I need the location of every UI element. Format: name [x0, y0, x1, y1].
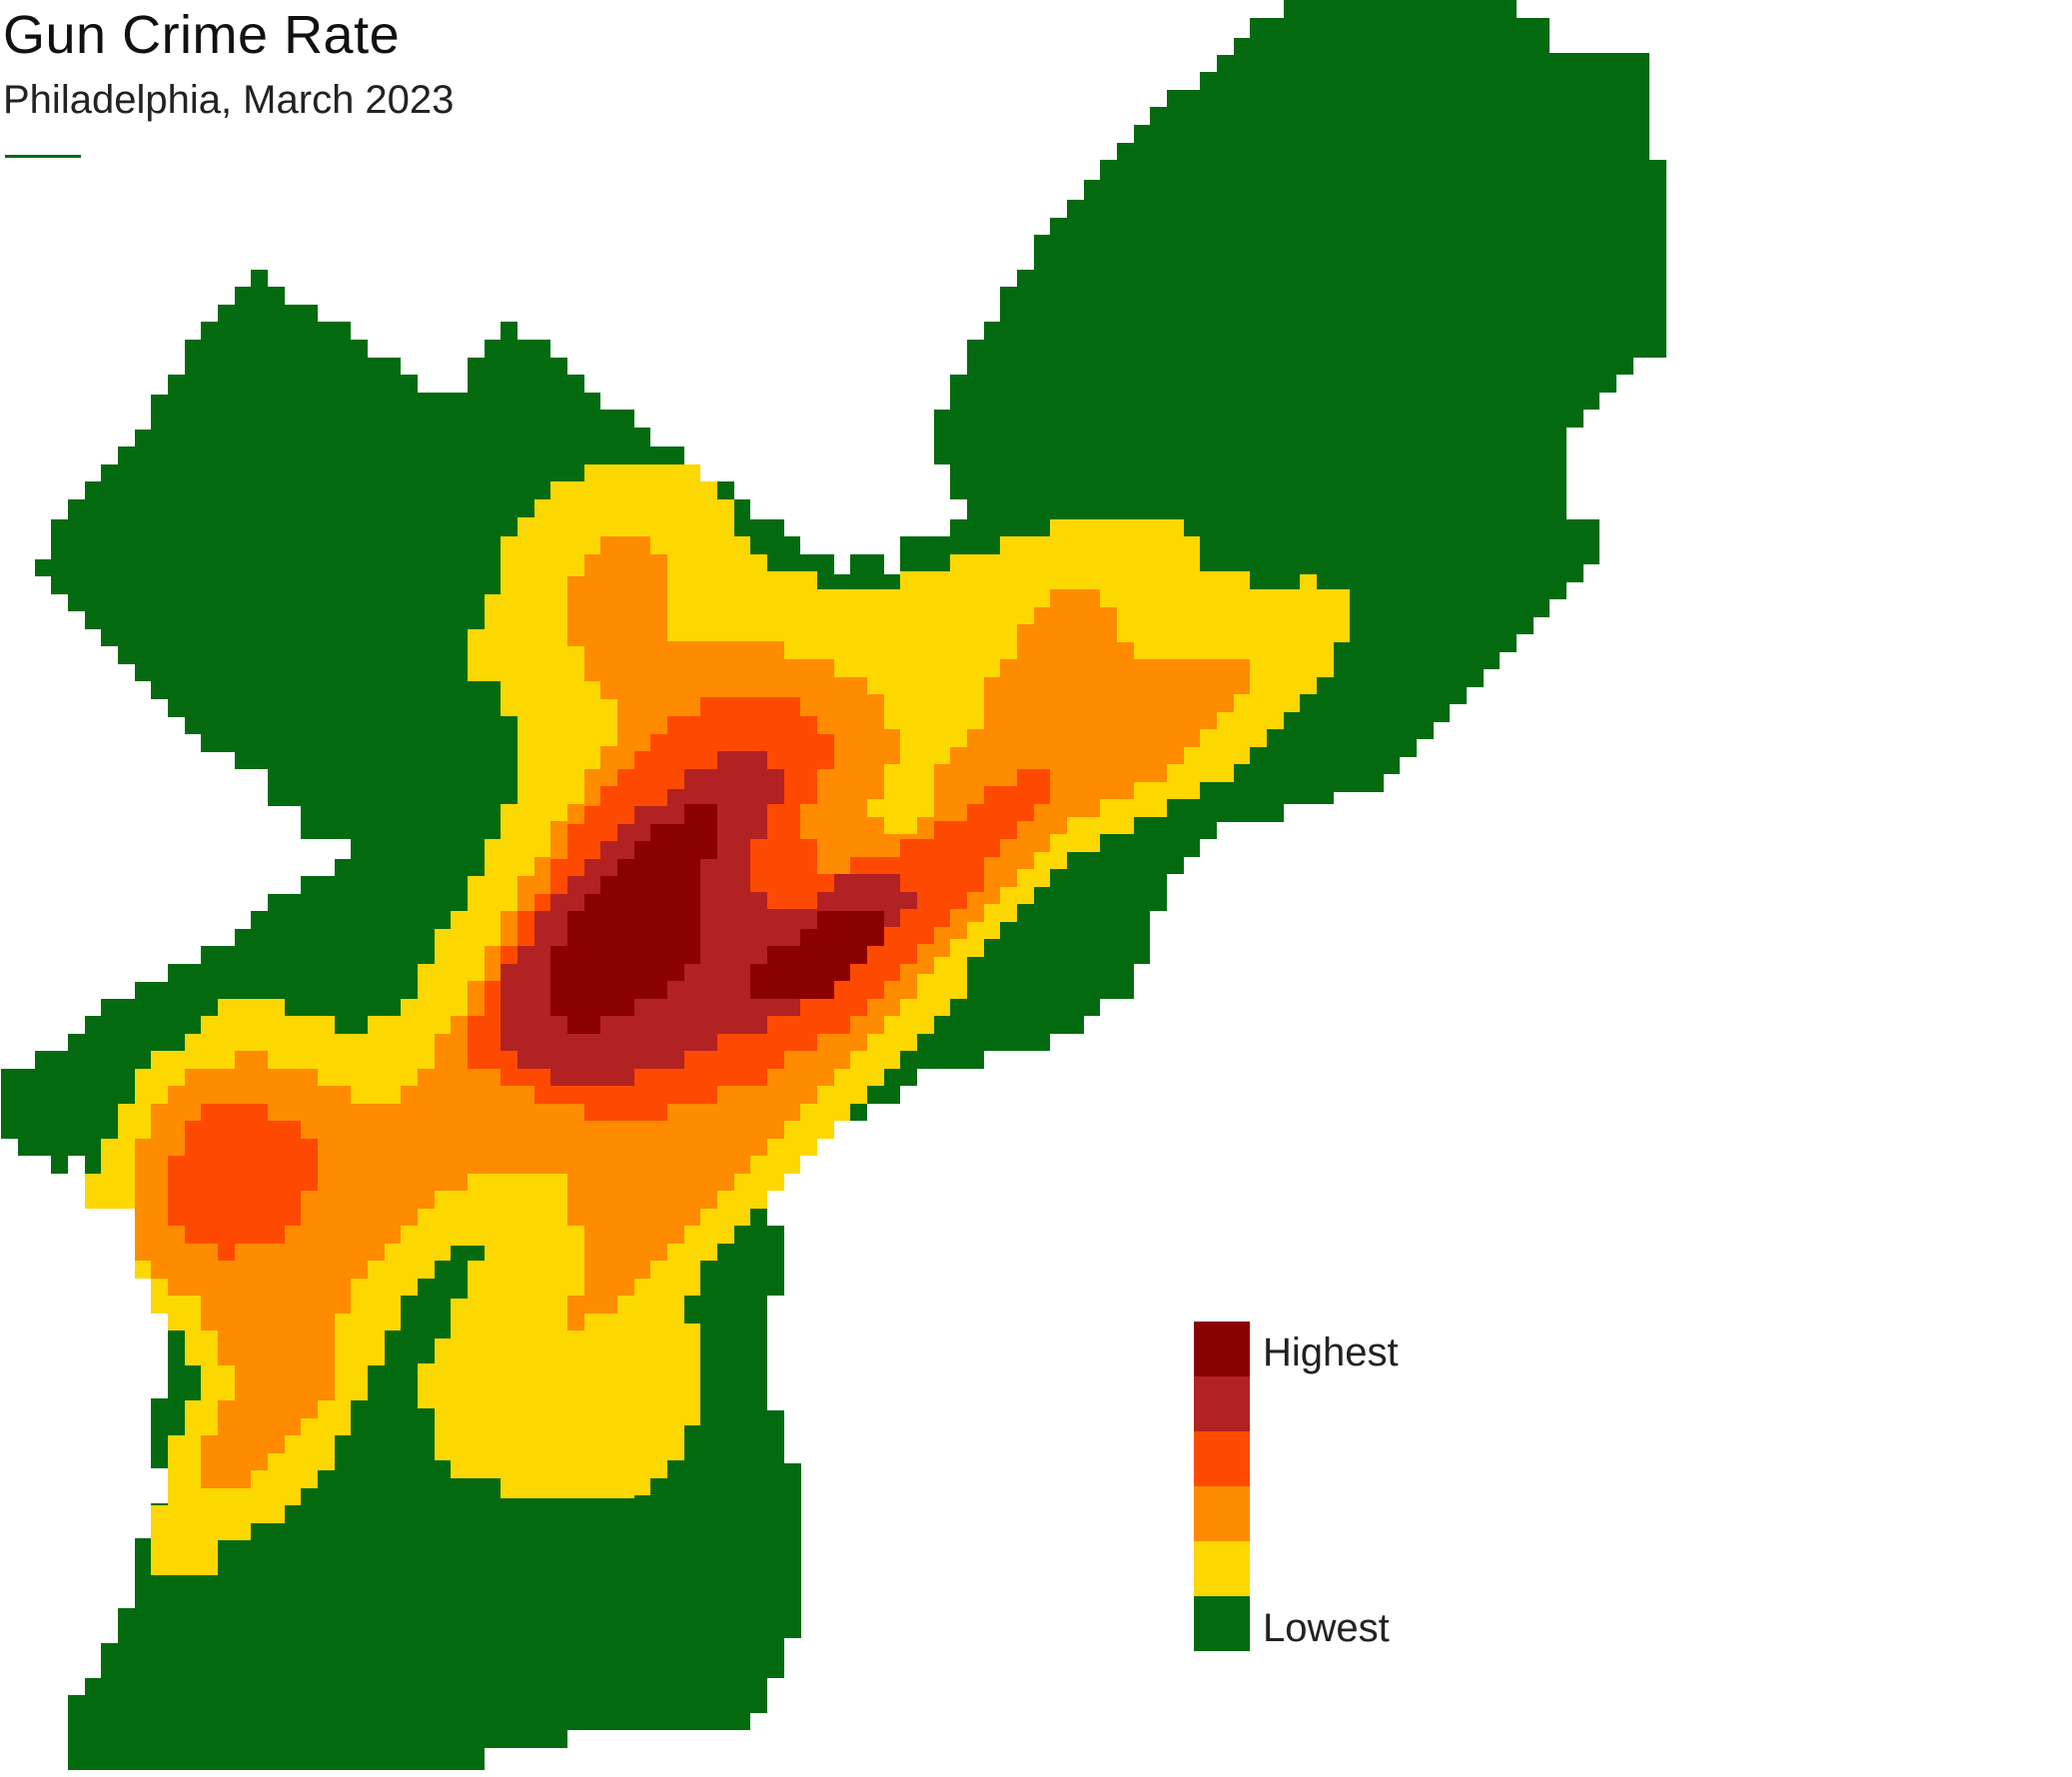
- region-highest: [550, 804, 884, 1034]
- map-subtitle: Philadelphia, March 2023: [3, 78, 455, 122]
- title-rule: [5, 155, 81, 158]
- map-title: Gun Crime Rate: [3, 5, 401, 65]
